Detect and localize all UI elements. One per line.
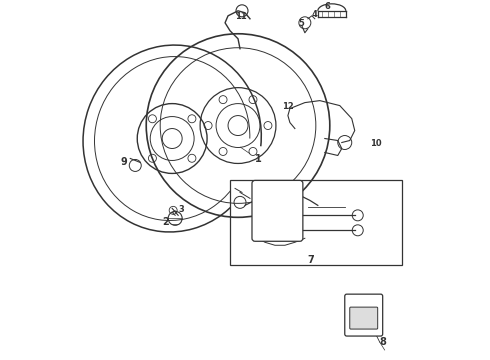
Text: 9: 9	[120, 157, 127, 167]
Text: 4: 4	[312, 10, 318, 19]
Text: 2: 2	[162, 210, 175, 227]
Text: 12: 12	[282, 102, 294, 111]
Bar	[230, 180, 402, 265]
Text: 3: 3	[178, 205, 184, 214]
Text: 8: 8	[380, 337, 387, 347]
Text: 7: 7	[308, 255, 315, 265]
Text: 5: 5	[298, 19, 304, 28]
Text: 11: 11	[235, 12, 247, 21]
FancyBboxPatch shape	[350, 307, 378, 329]
Text: 1: 1	[240, 147, 262, 165]
Text: 6: 6	[325, 2, 331, 11]
FancyBboxPatch shape	[345, 294, 383, 336]
FancyBboxPatch shape	[252, 180, 303, 241]
Text: 10: 10	[370, 139, 381, 148]
